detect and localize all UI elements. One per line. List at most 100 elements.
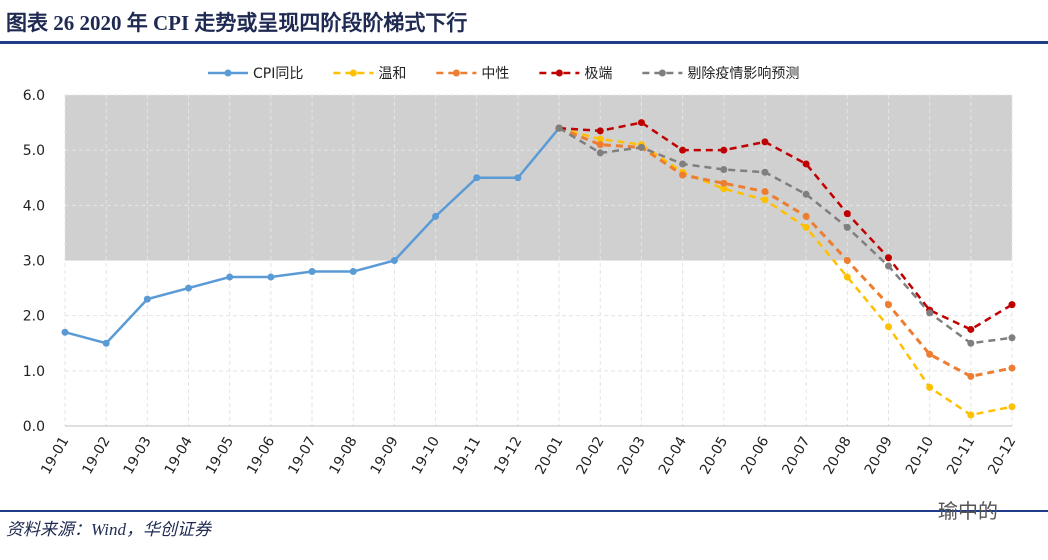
x-tick-label: 19-07 bbox=[285, 434, 319, 477]
point bbox=[143, 295, 151, 303]
point bbox=[514, 174, 522, 182]
x-tick-label: 20-05 bbox=[697, 434, 731, 477]
x-tick-label: 19-12 bbox=[491, 434, 525, 477]
x-tick-label: 19-01 bbox=[38, 434, 72, 477]
point bbox=[267, 273, 275, 281]
legend-label: CPI同比 bbox=[253, 66, 303, 82]
point bbox=[761, 168, 769, 176]
chart-title: 图表 26 2020 年 CPI 走势或呈现四阶段阶梯式下行 bbox=[6, 11, 467, 35]
x-tick-label: 20-10 bbox=[903, 434, 937, 477]
series-line bbox=[558, 126, 1013, 378]
point bbox=[761, 138, 769, 146]
point bbox=[432, 212, 440, 220]
x-tick-label: 19-10 bbox=[409, 434, 443, 477]
point bbox=[102, 339, 110, 347]
point bbox=[1008, 301, 1016, 309]
watermark: 瑜中的 bbox=[938, 499, 998, 523]
x-tick-label: 20-01 bbox=[532, 434, 566, 477]
legend-marker bbox=[452, 69, 460, 77]
x-tick-label: 20-04 bbox=[656, 434, 690, 477]
point bbox=[596, 135, 604, 143]
point bbox=[679, 146, 687, 154]
point bbox=[843, 210, 851, 218]
x-tick-label: 20-11 bbox=[944, 434, 978, 477]
legend-label: 温和 bbox=[378, 66, 406, 82]
x-tick-label: 19-04 bbox=[162, 434, 196, 477]
point bbox=[308, 268, 316, 276]
point bbox=[1008, 403, 1016, 411]
point bbox=[61, 328, 69, 336]
point bbox=[843, 223, 851, 231]
x-tick-label: 20-06 bbox=[738, 434, 772, 477]
x-tick-label: 19-02 bbox=[79, 434, 113, 477]
point bbox=[679, 160, 687, 168]
footer-rule bbox=[0, 510, 1048, 512]
point bbox=[720, 165, 728, 173]
y-tick-label: 1.0 bbox=[23, 364, 45, 380]
point bbox=[1008, 334, 1016, 342]
y-tick-label: 6.0 bbox=[23, 88, 45, 104]
point bbox=[720, 146, 728, 154]
legend-label: 剔除疫情影响预测 bbox=[687, 66, 799, 82]
x-tick-label: 20-07 bbox=[779, 434, 813, 477]
point bbox=[1008, 364, 1016, 372]
legend-label: 极端 bbox=[584, 66, 612, 82]
point bbox=[226, 273, 234, 281]
x-tick-label: 19-09 bbox=[368, 434, 402, 477]
point bbox=[967, 411, 975, 419]
x-tick-label: 19-06 bbox=[244, 434, 278, 477]
point bbox=[802, 212, 810, 220]
point bbox=[926, 383, 934, 391]
x-tick-label: 20-12 bbox=[985, 434, 1019, 477]
legend-label: 中性 bbox=[481, 66, 509, 82]
series-line bbox=[558, 127, 1013, 345]
point bbox=[926, 309, 934, 317]
shaded-band bbox=[65, 95, 1012, 261]
point bbox=[802, 190, 810, 198]
point bbox=[843, 273, 851, 281]
point bbox=[390, 257, 398, 264]
point bbox=[926, 350, 934, 358]
x-tick-label: 19-05 bbox=[203, 434, 237, 477]
x-tick-label: 19-03 bbox=[121, 434, 155, 477]
point bbox=[884, 254, 892, 262]
legend-marker bbox=[658, 69, 666, 77]
point bbox=[884, 262, 892, 270]
x-tick-label: 20-03 bbox=[615, 434, 649, 477]
y-tick-label: 0.0 bbox=[23, 419, 45, 435]
series-line bbox=[558, 126, 1013, 417]
y-tick-label: 4.0 bbox=[23, 198, 45, 214]
point bbox=[843, 257, 851, 264]
legend-marker bbox=[224, 69, 232, 77]
point bbox=[596, 149, 604, 157]
point bbox=[185, 284, 193, 292]
point bbox=[679, 171, 687, 179]
point bbox=[884, 323, 892, 331]
legend-marker bbox=[555, 69, 563, 77]
point bbox=[761, 196, 769, 204]
x-tick-label: 20-09 bbox=[862, 434, 896, 477]
source: 资料来源：Wind，华创证券 bbox=[6, 520, 213, 539]
point bbox=[473, 174, 481, 182]
point bbox=[637, 119, 645, 127]
y-tick-label: 5.0 bbox=[23, 143, 45, 159]
point bbox=[349, 268, 357, 276]
point bbox=[596, 141, 604, 149]
point bbox=[884, 301, 892, 309]
legend-marker bbox=[349, 69, 357, 77]
x-tick-label: 19-08 bbox=[326, 434, 360, 477]
x-tick-label: 19-11 bbox=[450, 434, 484, 477]
x-tick-label: 20-08 bbox=[821, 434, 855, 477]
point bbox=[555, 124, 563, 132]
point bbox=[802, 160, 810, 168]
x-tick-label: 20-02 bbox=[574, 434, 608, 477]
point bbox=[637, 143, 645, 151]
point bbox=[967, 339, 975, 347]
header-rule bbox=[0, 41, 1048, 44]
point bbox=[967, 325, 975, 333]
point bbox=[802, 223, 810, 231]
series-line bbox=[559, 121, 1013, 331]
point bbox=[720, 185, 728, 193]
point bbox=[596, 127, 604, 135]
